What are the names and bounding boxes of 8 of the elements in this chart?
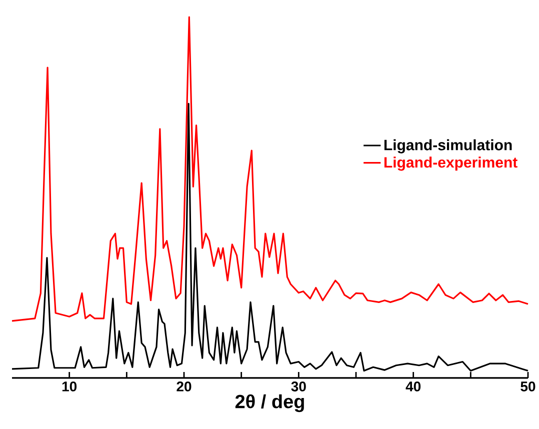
x-tick-label: 30 [291, 382, 306, 392]
x-tick-label: 10 [62, 382, 77, 392]
x-tick-label: 50 [520, 382, 536, 392]
x-axis-title: 2θ / deg [235, 394, 304, 412]
x-tick-label: 20 [176, 382, 192, 392]
legend-label: Ligand-experiment [384, 156, 518, 171]
x-tick-label: 40 [406, 382, 421, 392]
legend-label: Ligand-simulation [384, 139, 512, 154]
